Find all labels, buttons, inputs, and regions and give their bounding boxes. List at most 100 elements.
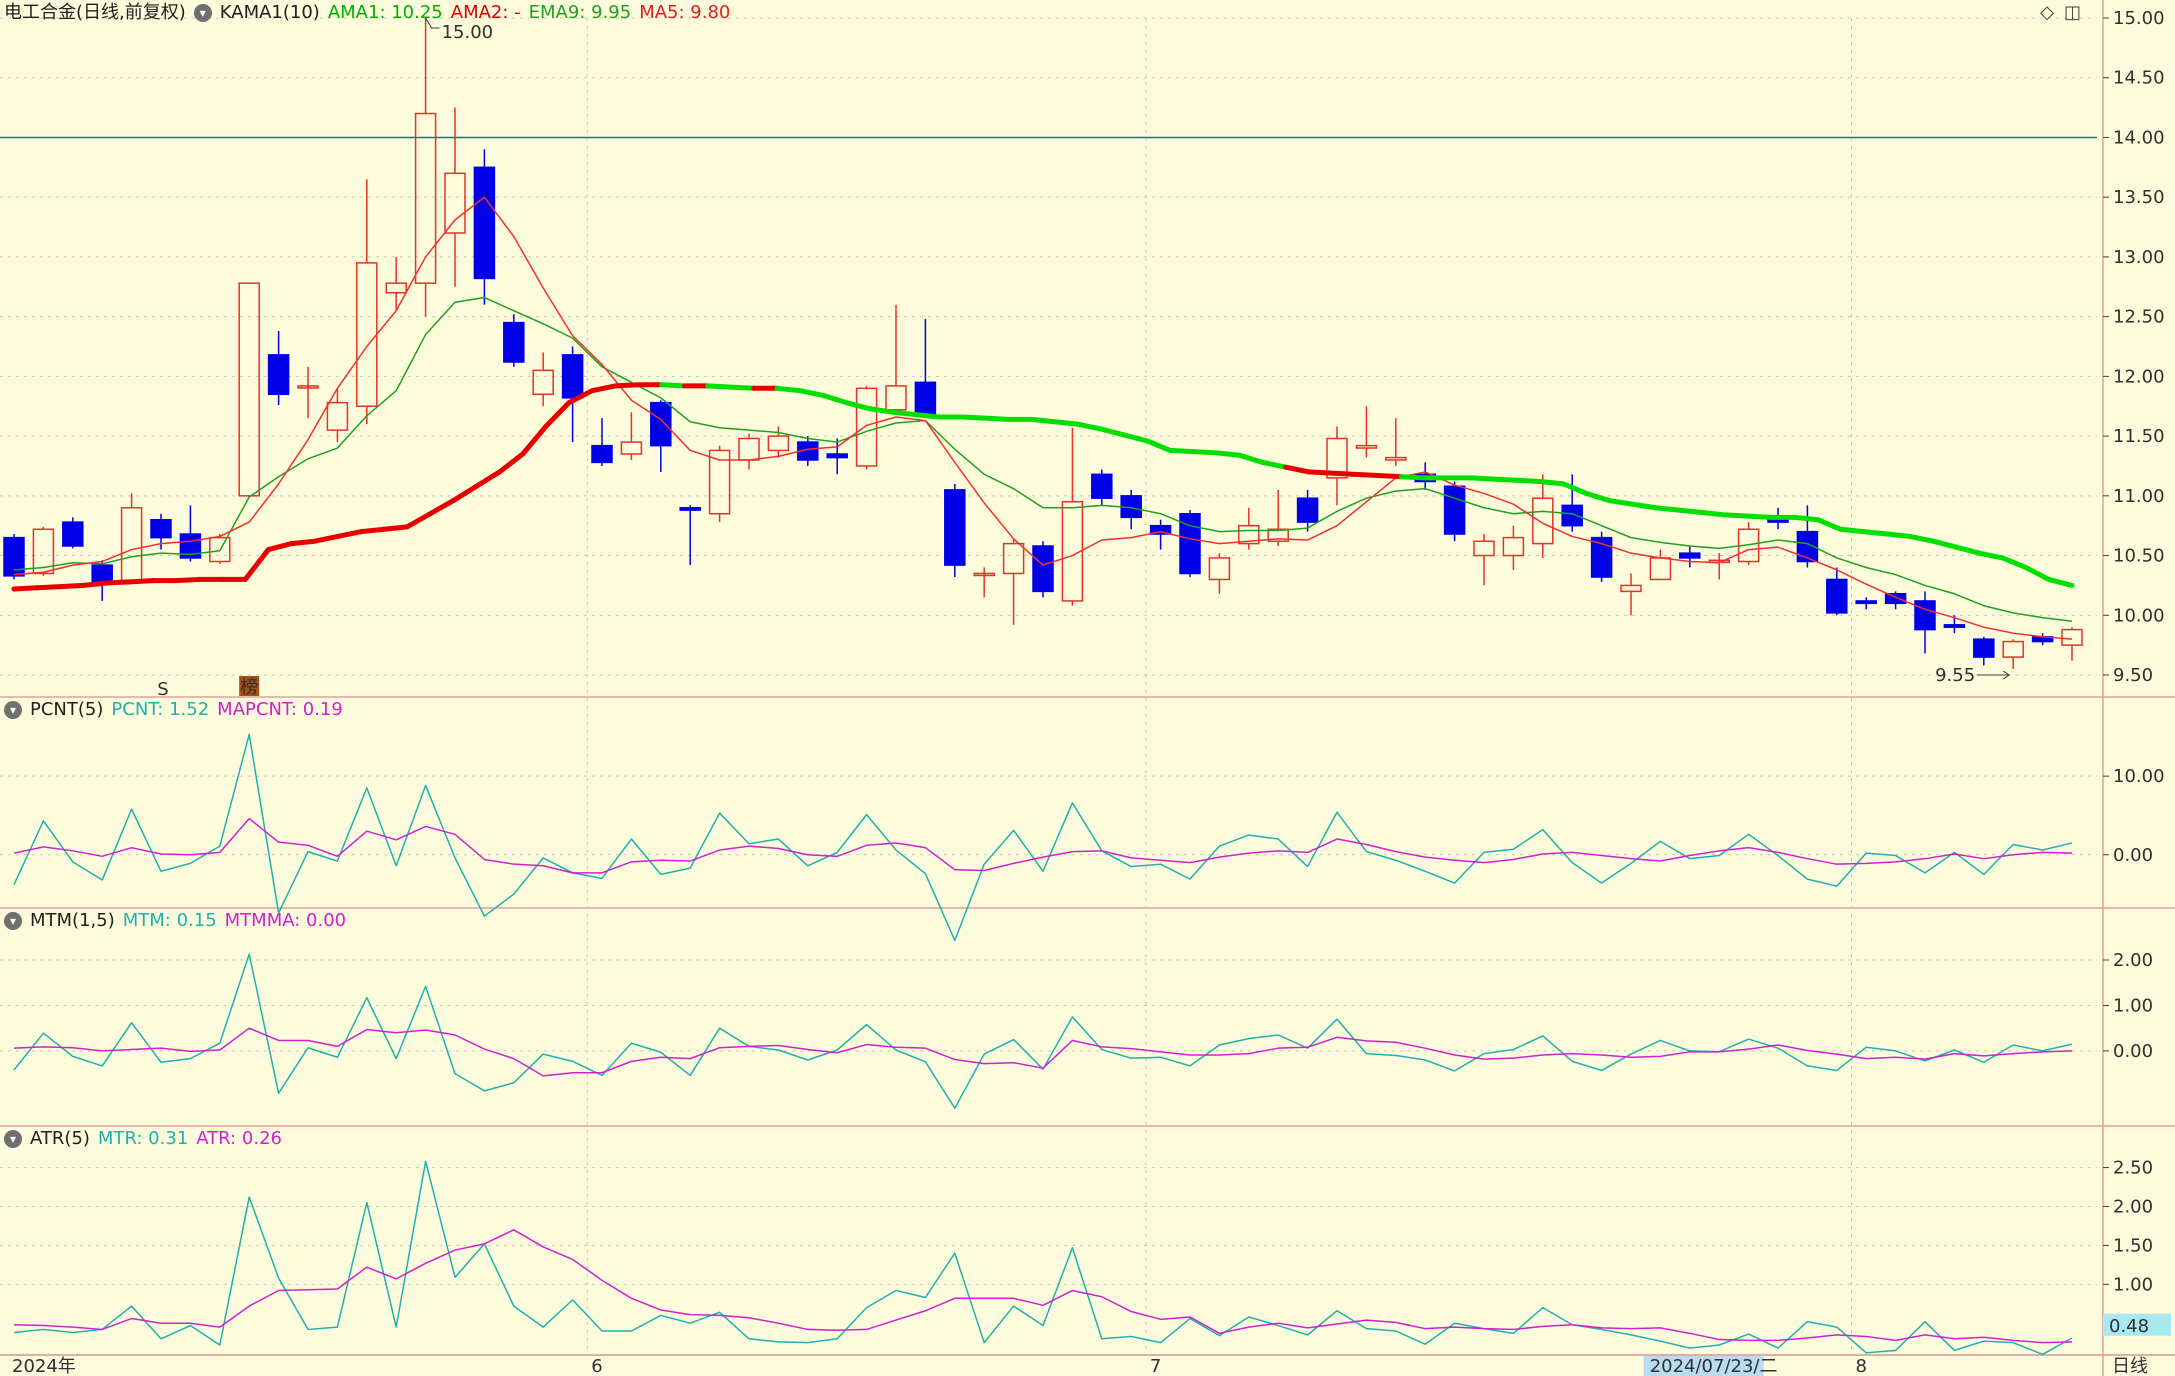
- candle[interactable]: [826, 453, 848, 459]
- ama-segment: [1792, 514, 1821, 523]
- candle[interactable]: [855, 387, 878, 467]
- candle[interactable]: [1767, 518, 1789, 523]
- candle[interactable]: [1826, 578, 1848, 614]
- ama-segment: [1028, 416, 1058, 425]
- candle[interactable]: [561, 354, 584, 399]
- ama-segment: [566, 388, 595, 406]
- ama-segment: [2046, 576, 2075, 588]
- candle[interactable]: [1091, 473, 1113, 499]
- candle[interactable]: [1149, 524, 1172, 535]
- candle[interactable]: [708, 449, 731, 515]
- candle[interactable]: [62, 521, 84, 547]
- candle[interactable]: [1002, 542, 1025, 575]
- ama-segment: [288, 538, 318, 547]
- candle[interactable]: [32, 528, 55, 575]
- candle[interactable]: [91, 564, 113, 583]
- kama-label[interactable]: KAMA1(10): [219, 2, 320, 23]
- candle[interactable]: [503, 321, 525, 363]
- candle[interactable]: [532, 369, 554, 396]
- candle[interactable]: [1238, 524, 1260, 545]
- candle[interactable]: [1855, 600, 1877, 605]
- candle[interactable]: [326, 401, 349, 431]
- candle[interactable]: [1267, 528, 1289, 542]
- candle[interactable]: [679, 507, 701, 511]
- ama-segment: [11, 585, 40, 592]
- chevron-down-icon[interactable]: ▾: [4, 912, 22, 930]
- ama-segment: [1560, 481, 1589, 496]
- candle[interactable]: [209, 536, 231, 563]
- candle[interactable]: [356, 262, 378, 407]
- candle[interactable]: [1943, 624, 1966, 628]
- candle[interactable]: [1502, 536, 1525, 557]
- ama-segment: [312, 533, 341, 544]
- ama-segment: [34, 584, 63, 591]
- ama-segment: [242, 547, 271, 582]
- candle[interactable]: [1385, 456, 1407, 461]
- price-tick-label: 15.00: [2113, 8, 2165, 29]
- candle[interactable]: [414, 112, 437, 284]
- candle[interactable]: [973, 572, 995, 577]
- candle[interactable]: [1796, 530, 1819, 563]
- candle[interactable]: [385, 282, 407, 294]
- candle[interactable]: [3, 536, 25, 577]
- candle[interactable]: [1590, 536, 1613, 578]
- candle[interactable]: [1884, 593, 1907, 605]
- candle[interactable]: [1443, 485, 1466, 535]
- candle[interactable]: [944, 489, 966, 566]
- candle[interactable]: [297, 385, 319, 389]
- candle[interactable]: [1973, 638, 1995, 658]
- candle[interactable]: [1620, 584, 1642, 593]
- diamond-icon[interactable]: ◇: [2040, 2, 2054, 23]
- stock-title[interactable]: 电工合金(日线,前复权): [4, 2, 186, 23]
- candle[interactable]: [1473, 540, 1495, 557]
- candle[interactable]: [1208, 557, 1231, 581]
- candle[interactable]: [591, 444, 613, 464]
- candle[interactable]: [267, 354, 290, 396]
- candle[interactable]: [1355, 444, 1378, 449]
- candle[interactable]: [767, 435, 790, 452]
- candle[interactable]: [1561, 504, 1583, 527]
- candle[interactable]: [473, 166, 496, 280]
- candle[interactable]: [1179, 512, 1201, 575]
- candle[interactable]: [620, 441, 643, 455]
- ama-segment: [2023, 564, 2052, 582]
- ama-segment: [404, 511, 433, 530]
- pcnt-line-2: [13, 817, 2073, 874]
- candle[interactable]: [914, 381, 937, 416]
- ama-segment: [1815, 517, 1844, 532]
- candle[interactable]: [238, 282, 260, 497]
- candle[interactable]: [1296, 497, 1319, 523]
- ama-segment: [1607, 498, 1636, 507]
- candle[interactable]: [1649, 557, 1672, 581]
- candle[interactable]: [2002, 640, 2024, 658]
- ama-segment: [2000, 555, 2029, 570]
- ama-segment: [589, 383, 618, 394]
- atr-header: ▾ ATR(5) MTR: 0.31 ATR: 0.26: [4, 1126, 282, 1152]
- mtmma-value: MTMMA: 0.00: [224, 910, 347, 931]
- candle[interactable]: [1679, 552, 1701, 559]
- chevron-down-icon[interactable]: ▾: [4, 1130, 22, 1148]
- pcnt-title[interactable]: PCNT(5): [30, 699, 104, 720]
- candle[interactable]: [1326, 437, 1348, 479]
- candle[interactable]: [150, 518, 172, 539]
- ama-segment: [1260, 459, 1289, 470]
- panel-toggle-icon[interactable]: ◫: [2063, 2, 2081, 23]
- candle[interactable]: [738, 437, 760, 461]
- chevron-down-icon[interactable]: ▾: [193, 4, 212, 22]
- ama-segment: [658, 382, 688, 389]
- candle[interactable]: [2061, 628, 2083, 646]
- atr-title[interactable]: ATR(5): [30, 1128, 90, 1149]
- candle[interactable]: [885, 385, 907, 411]
- candle[interactable]: [444, 172, 466, 234]
- candle[interactable]: [1914, 600, 1936, 631]
- candle[interactable]: [1061, 501, 1084, 602]
- mtm-title[interactable]: MTM(1,5): [30, 910, 115, 931]
- candle[interactable]: [1032, 545, 1054, 593]
- candle[interactable]: [1532, 497, 1554, 545]
- candle[interactable]: [120, 507, 143, 583]
- ama-segment: [1977, 550, 2006, 561]
- candle[interactable]: [650, 401, 672, 447]
- chevron-down-icon[interactable]: ▾: [4, 701, 22, 719]
